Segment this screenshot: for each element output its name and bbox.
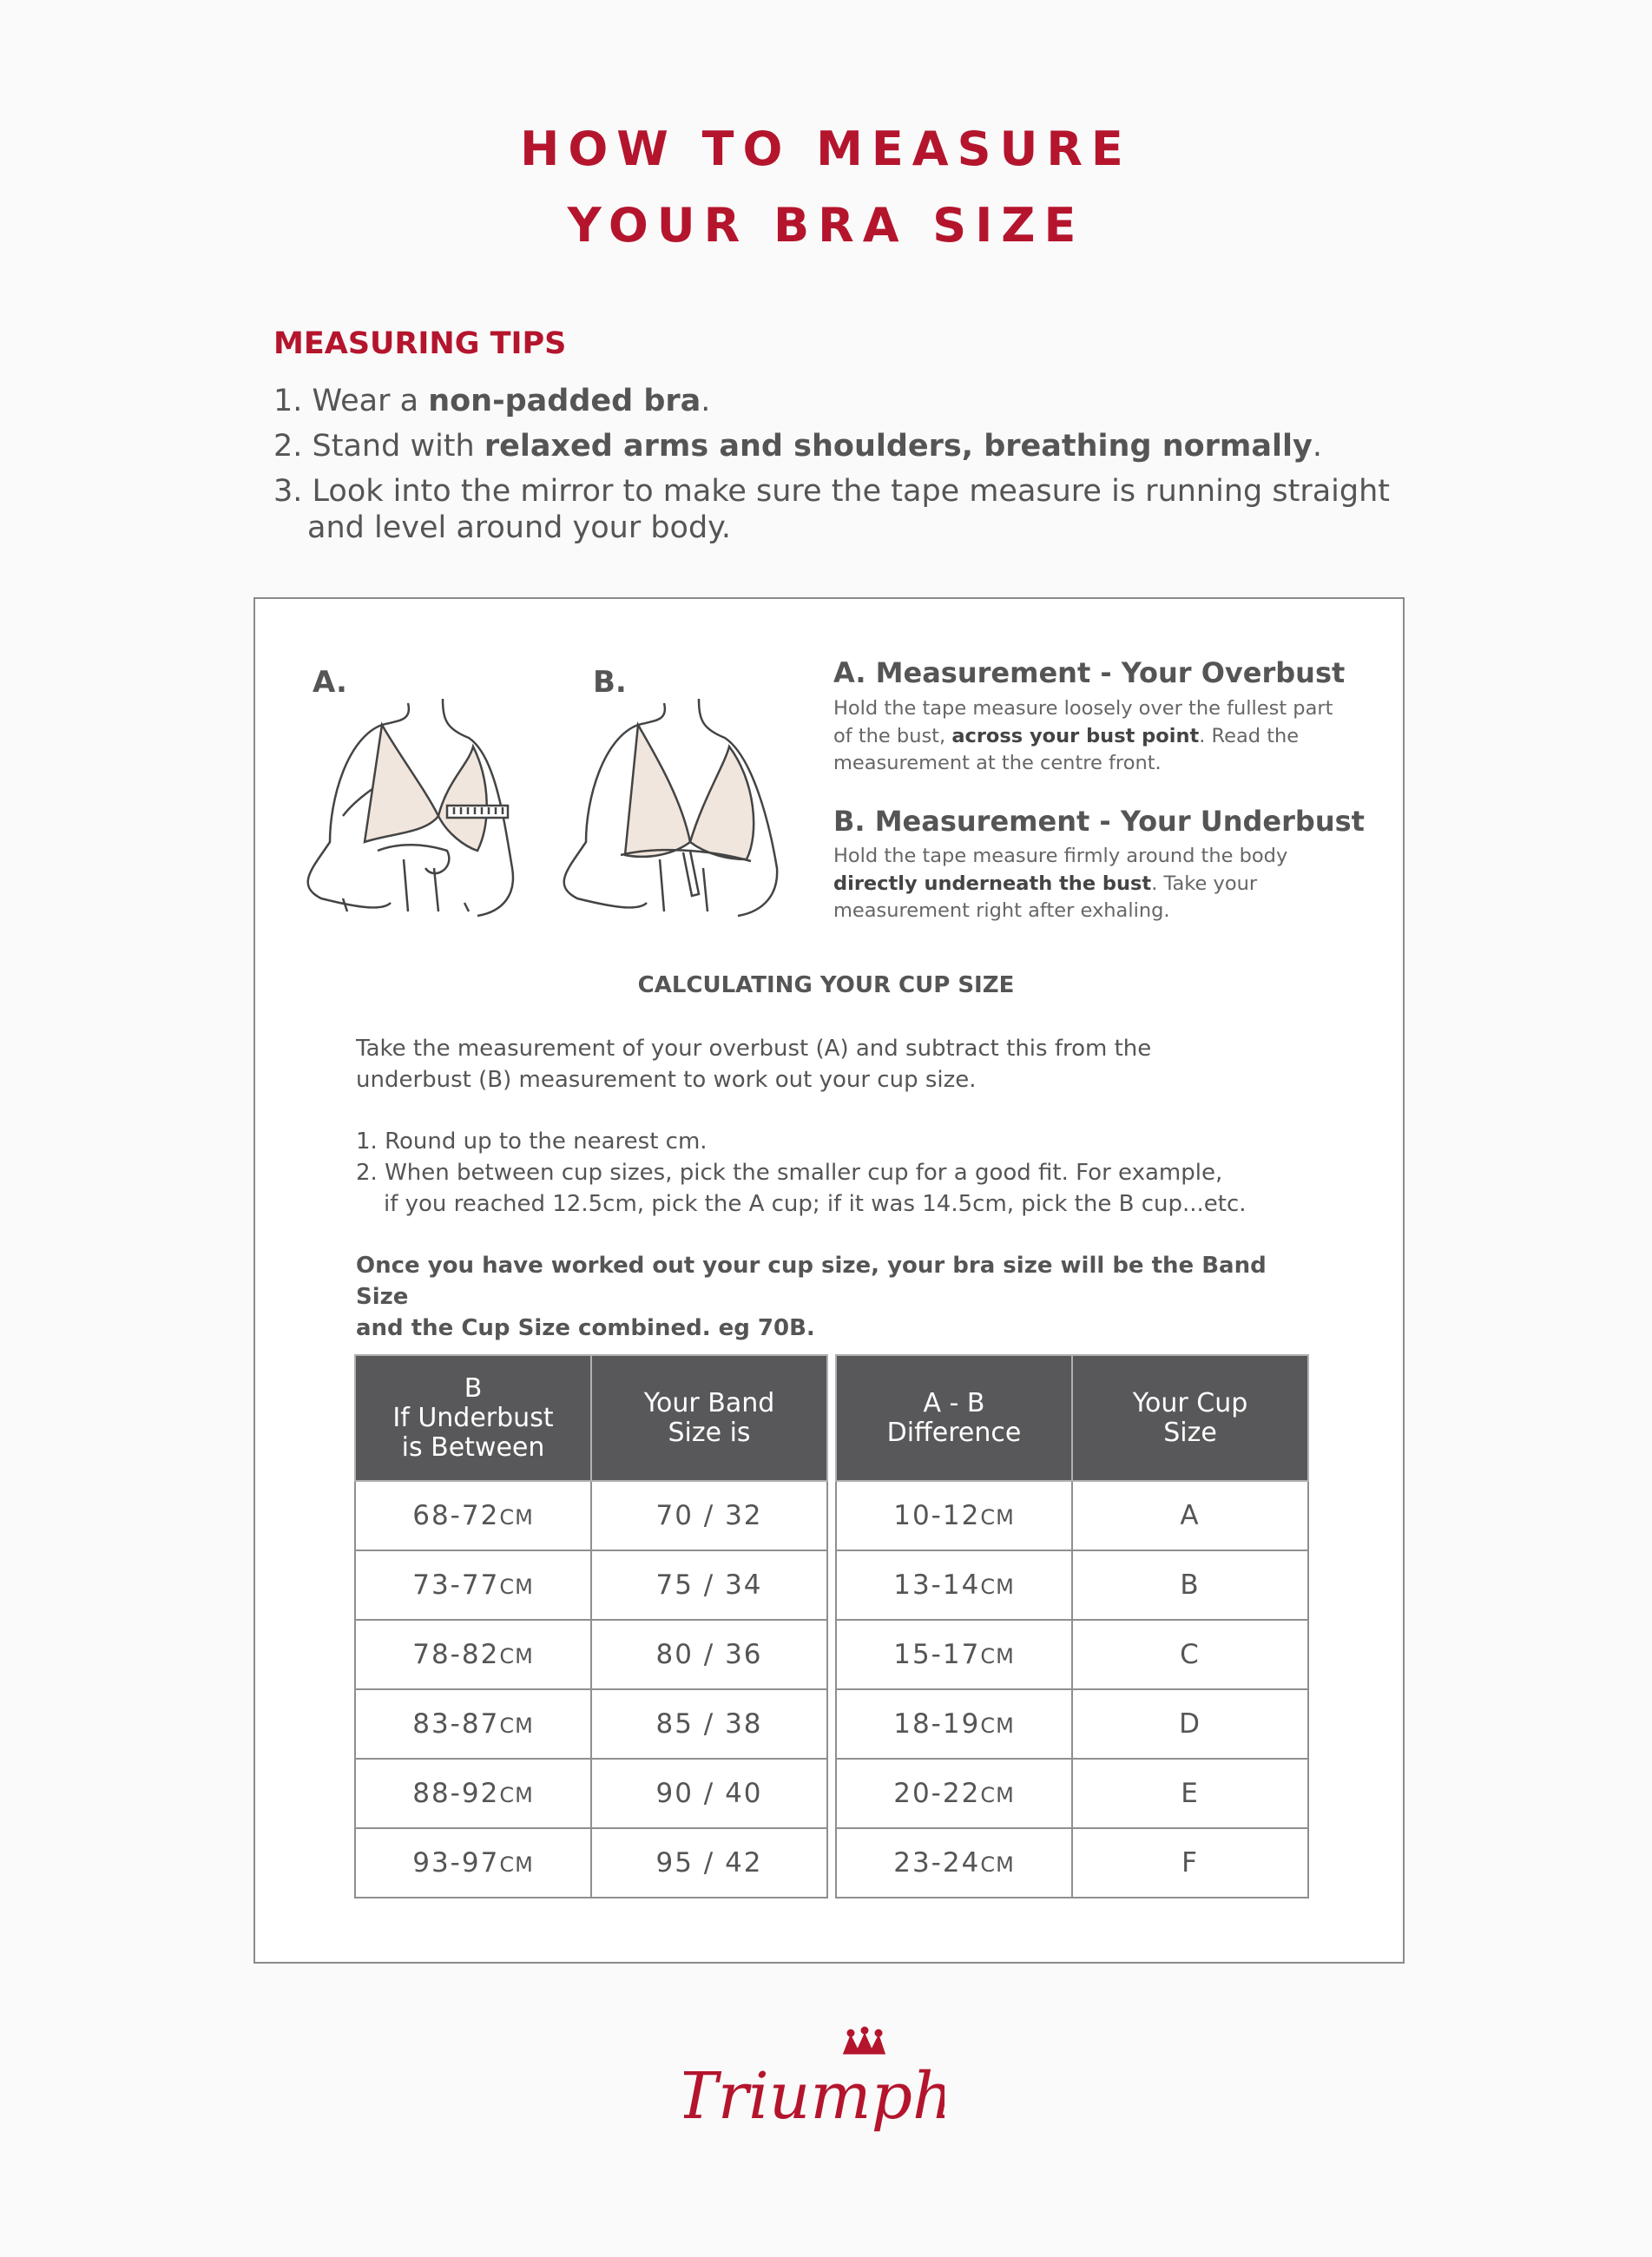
crown-icon: Triumph [675, 2026, 954, 2134]
cup-size-cell: E [1071, 1758, 1309, 1829]
difference-range-cell: 13-14cm [835, 1550, 1073, 1621]
underbust-heading: B. Measurement - Your Underbust [833, 805, 1365, 838]
band-size-cell: 70 / 32 [590, 1480, 828, 1551]
table-row: 88-92cm 90 / 40 [354, 1758, 828, 1829]
table-row: 10-12cm A [835, 1480, 1309, 1551]
overbust-description: Hold the tape measure loosely over the f… [833, 697, 1333, 774]
calc-steps: 1. Round up to the nearest cm. 2. When be… [356, 1128, 1247, 1217]
cup-size-cell: B [1071, 1550, 1309, 1621]
underbust-range-cell: 88-92cm [354, 1758, 592, 1829]
band-size-cell: 90 / 40 [590, 1758, 828, 1829]
underbust-range-cell: 83-87cm [354, 1688, 592, 1760]
page-title-line1: HOW TO MEASURE [520, 122, 1132, 176]
table-row: 20-22cm E [835, 1758, 1309, 1829]
band-size-table: B If Underbust is Between Your Band Size is… [354, 1354, 828, 1898]
table-row: 23-24cm F [835, 1827, 1309, 1898]
cup-header-difference: A - B Difference [835, 1354, 1073, 1482]
illustration-b [563, 698, 779, 918]
underbust-description: Hold the tape measure firmly around the … [833, 845, 1288, 922]
table-row: 15-17cm C [835, 1619, 1309, 1690]
cup-size-cell: C [1071, 1619, 1309, 1690]
band-size-cell: 95 / 42 [590, 1827, 828, 1898]
table-row: 13-14cm B [835, 1550, 1309, 1621]
band-size-cell: 80 / 36 [590, 1619, 828, 1690]
illustration-a-label: A. [313, 665, 347, 700]
tip-2: 2. Stand with relaxed arms and shoulders… [273, 429, 1322, 464]
band-header-underbust: B If Underbust is Between [354, 1354, 592, 1482]
band-size-cell: 85 / 38 [590, 1688, 828, 1760]
cup-size-table: A - B Difference Your Cup Size 10-12cm A 13-… [835, 1354, 1309, 1898]
underbust-range-cell: 78-82cm [354, 1619, 592, 1690]
calc-intro: Take the measurement of your overbust (A… [356, 1036, 1152, 1093]
underbust-range-cell: 93-97cm [354, 1827, 592, 1898]
difference-range-cell: 10-12cm [835, 1480, 1073, 1551]
difference-range-cell: 18-19cm [835, 1688, 1073, 1760]
page-title-line2: YOUR BRA SIZE [567, 198, 1085, 253]
cup-size-cell: D [1071, 1688, 1309, 1760]
tip-3: 3. Look into the mirror to make sure the… [273, 474, 1391, 509]
tip-1: 1. Wear a non-padded bra. [273, 384, 711, 418]
table-row: 93-97cm 95 / 42 [354, 1827, 828, 1898]
triumph-logo: Triumph [675, 2018, 954, 2157]
cup-size-cell: F [1071, 1827, 1309, 1898]
band-header-size: Your Band Size is [590, 1354, 828, 1482]
illustration-a [306, 698, 515, 918]
bra-measuring-illustration [306, 698, 779, 918]
overbust-heading: A. Measurement - Your Overbust [833, 656, 1346, 689]
illustration-b-label: B. [593, 665, 627, 700]
underbust-range-cell: 68-72cm [354, 1480, 592, 1551]
cup-size-cell: A [1071, 1480, 1309, 1551]
measuring-tips-heading: MEASURING TIPS [273, 326, 567, 361]
difference-range-cell: 20-22cm [835, 1758, 1073, 1829]
calc-summary: Once you have worked out your cup size, … [356, 1253, 1267, 1341]
table-row: 78-82cm 80 / 36 [354, 1619, 828, 1690]
calculating-heading: CALCULATING YOUR CUP SIZE [637, 972, 1015, 998]
cup-header-size: Your Cup Size [1071, 1354, 1309, 1482]
difference-range-cell: 15-17cm [835, 1619, 1073, 1690]
table-row: 18-19cm D [835, 1688, 1309, 1760]
table-row: 73-77cm 75 / 34 [354, 1550, 828, 1621]
table-row: 68-72cm 70 / 32 [354, 1480, 828, 1551]
tip-3-cont: and level around your body. [307, 510, 732, 545]
underbust-range-cell: 73-77cm [354, 1550, 592, 1621]
difference-range-cell: 23-24cm [835, 1827, 1073, 1898]
band-size-cell: 75 / 34 [590, 1550, 828, 1621]
table-row: 83-87cm 85 / 38 [354, 1688, 828, 1760]
logo-wordmark: Triumph [684, 2059, 944, 2134]
